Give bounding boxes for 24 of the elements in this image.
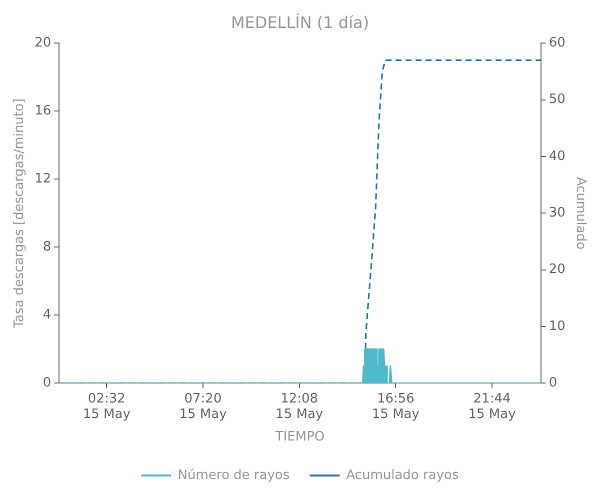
y2-tick-label: 60 bbox=[548, 36, 566, 51]
y-tick-label: 16 bbox=[34, 104, 52, 119]
x-tick-label: 12:08 15 May bbox=[276, 391, 324, 422]
y2-tick-label: 10 bbox=[548, 318, 566, 334]
y-tick-label: 8 bbox=[42, 240, 52, 255]
y-tick-label: 12 bbox=[34, 172, 52, 187]
y-tick-label: 20 bbox=[34, 36, 52, 51]
chart-title: MEDELLÍN (1 día) bbox=[230, 12, 370, 32]
y2-tick-label: 30 bbox=[548, 206, 566, 221]
y2-axis-title: Acumulado bbox=[572, 176, 588, 250]
x-tick-label: 21:44 15 May bbox=[468, 391, 516, 422]
x-axis-title: TIEMPO bbox=[274, 430, 325, 445]
y-tick-label: 0 bbox=[42, 376, 52, 391]
legend-label: Número de rayos bbox=[178, 468, 290, 483]
y2-tick-label: 50 bbox=[548, 92, 566, 108]
x-tick-label: 16:56 15 May bbox=[372, 391, 420, 422]
y-axis-title: Tasa descargas [descargas/minuto] bbox=[12, 98, 28, 329]
y2-tick-label: 20 bbox=[548, 262, 566, 278]
y2-tick-label: 0 bbox=[548, 376, 558, 391]
x-tick-label: 02:32 15 May bbox=[82, 391, 131, 422]
y2-tick-label: 40 bbox=[548, 148, 566, 164]
y-tick-label: 4 bbox=[42, 308, 52, 323]
x-tick-label: 07:20 15 May bbox=[179, 391, 228, 422]
legend-label: Acumulado rayos bbox=[346, 468, 459, 483]
